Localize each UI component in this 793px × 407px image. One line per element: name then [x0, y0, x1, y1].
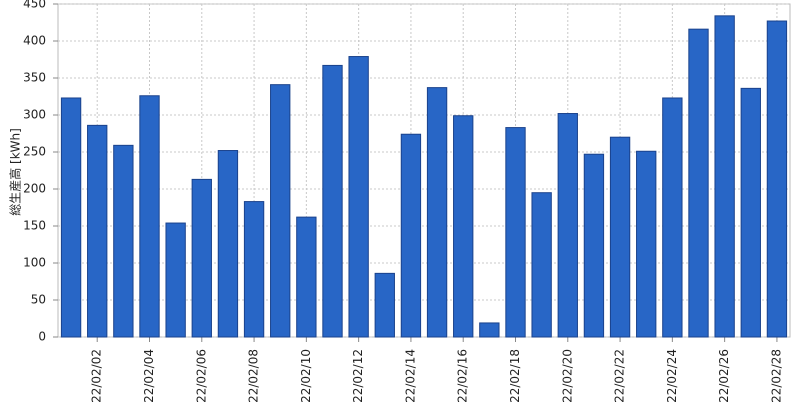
x-tick-label: 22/02/14	[403, 349, 417, 403]
x-tick-label: 22/02/06	[194, 349, 208, 403]
y-tick-label: 400	[23, 34, 46, 48]
y-tick-label: 150	[23, 219, 46, 233]
bar	[139, 95, 160, 338]
x-tick-label: 22/02/20	[560, 349, 574, 403]
bar	[453, 115, 474, 338]
y-tick-label: 350	[23, 71, 46, 85]
bar	[636, 150, 657, 338]
x-tick-label: 22/02/04	[142, 349, 156, 403]
bar	[87, 124, 108, 338]
bar	[243, 201, 265, 338]
y-axis-label: 総生産高 [kWh]	[8, 128, 23, 216]
bar	[191, 178, 212, 338]
bar	[322, 64, 343, 338]
bar	[740, 87, 761, 338]
bar	[374, 272, 395, 338]
bar	[296, 216, 317, 338]
x-tick-label: 22/02/16	[456, 349, 470, 403]
bar	[217, 150, 239, 338]
y-tick-label: 0	[38, 330, 46, 344]
bar	[714, 15, 735, 338]
x-tick-label: 22/02/28	[769, 349, 783, 403]
bar	[60, 97, 82, 338]
bar	[270, 84, 291, 338]
x-tick-label: 22/02/24	[665, 349, 679, 403]
y-tick-label: 50	[31, 293, 46, 307]
bar	[662, 97, 683, 338]
bar	[348, 56, 369, 338]
x-tick-label: 22/02/12	[351, 349, 365, 403]
bar	[113, 144, 134, 338]
x-tick-label: 22/02/08	[247, 349, 261, 403]
bar	[766, 20, 788, 338]
x-tick-label: 22/02/22	[613, 349, 627, 403]
y-tick-label: 200	[23, 182, 46, 196]
bar	[531, 192, 552, 338]
y-tick-label: 250	[23, 145, 46, 159]
bar	[400, 133, 422, 338]
bar	[688, 28, 709, 338]
bar	[165, 222, 186, 338]
y-tick-label: 450	[23, 0, 46, 11]
bar	[583, 153, 605, 338]
x-tick-label: 22/02/26	[717, 349, 731, 403]
x-tick-label: 22/02/18	[508, 349, 522, 403]
bar	[609, 136, 631, 338]
x-tick-label: 22/02/02	[90, 349, 104, 403]
bar	[426, 87, 448, 338]
x-tick-label: 22/02/10	[299, 349, 313, 403]
bar	[479, 322, 500, 338]
y-tick-label: 300	[23, 108, 46, 122]
y-tick-label: 100	[23, 256, 46, 270]
bar	[505, 127, 526, 338]
bar	[557, 113, 578, 338]
